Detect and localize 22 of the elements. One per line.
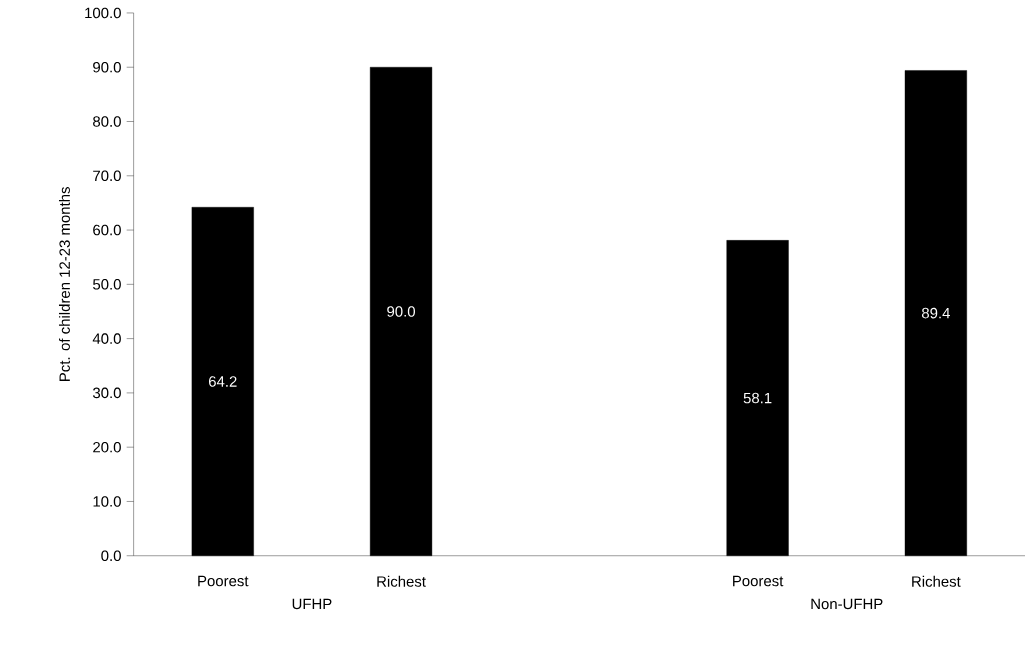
- y-axis-title: Pct. of children 12-23 months: [58, 186, 70, 381]
- y-tick-label: 60.0: [93, 224, 121, 236]
- y-tick-label: 30.0: [92, 387, 121, 399]
- y-tick-label: 10.0: [93, 496, 121, 507]
- y-tick-label: 0.0: [101, 550, 121, 561]
- x-tick-label: Richest: [377, 575, 426, 587]
- x-tick-label: Poorest: [198, 575, 249, 587]
- y-tick-label: 40.0: [92, 333, 121, 344]
- text: Non-UFHP: [811, 598, 883, 610]
- y-tick-label: 50.0: [93, 278, 121, 290]
- data-label: 89.4: [922, 307, 950, 319]
- x-tick-label: Richest: [912, 575, 961, 587]
- data-label: 58.1: [743, 392, 772, 404]
- y-tick-label: 100.0: [85, 7, 121, 19]
- y-tick-label: 90.0: [93, 61, 121, 73]
- y-tick-label: 80.0: [93, 116, 121, 127]
- data-label: 64.2: [209, 376, 237, 387]
- y-tick-label: 20.0: [93, 441, 121, 453]
- data-label: 90.0: [387, 306, 415, 317]
- text: UFHP: [292, 598, 332, 610]
- x-tick-label: Poorest: [733, 575, 784, 587]
- y-tick-label: 70.0: [93, 170, 121, 181]
